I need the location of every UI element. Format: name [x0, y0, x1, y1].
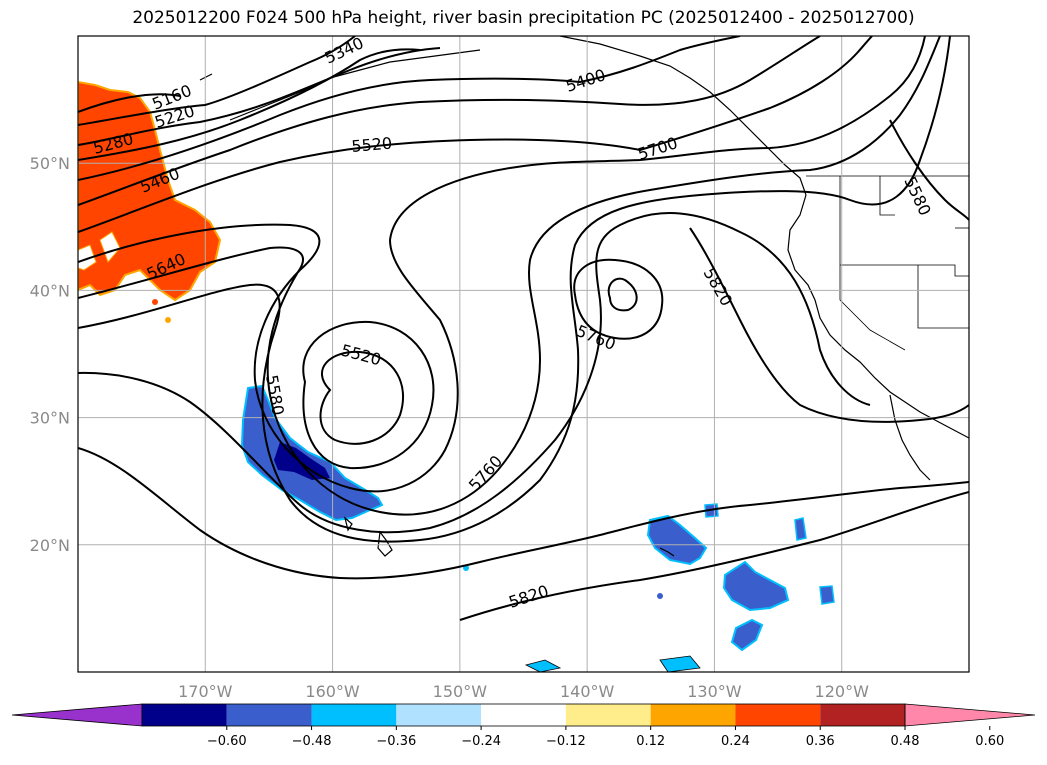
colorbar-frame — [141, 703, 906, 727]
contour-5760-west — [78, 212, 871, 534]
contour-label: 5580 — [900, 174, 934, 219]
longitude-label: 140°W — [560, 682, 615, 701]
contour-5340 — [78, 48, 421, 161]
latitude-labels: 50°N 40°N 30°N 20°N — [30, 154, 70, 555]
contour-label: 5340 — [322, 33, 367, 67]
contour-5220 — [78, 36, 356, 126]
borders — [806, 175, 969, 351]
map-frame — [77, 35, 970, 673]
colorbar-segment — [481, 704, 566, 726]
contour-5160 — [78, 93, 181, 113]
colorbar-segment — [396, 704, 482, 726]
colorbar-segment — [565, 704, 651, 726]
contour-5580-east — [889, 119, 969, 221]
contour-5820-low — [78, 447, 969, 580]
colorbar-tick-label: −0.12 — [546, 734, 586, 749]
negative-precip-region-east — [646, 514, 708, 566]
longitude-label: 150°W — [433, 682, 488, 701]
contour-5580-loop — [78, 36, 926, 493]
colorbar-segment — [820, 704, 905, 726]
latitude-label: 20°N — [30, 536, 70, 555]
contour-5280 — [78, 47, 441, 146]
contour-5580-low-ring — [302, 320, 435, 470]
contour-label: 5700 — [635, 133, 680, 164]
longitude-label: 120°W — [815, 682, 870, 701]
coastlines — [199, 36, 969, 557]
contour-5520-north — [78, 36, 873, 233]
longitude-labels: 170°W 160°W 150°W 140°W 130°W 120°W — [178, 682, 869, 701]
contour-5820-south — [459, 491, 969, 621]
contour-label: 5520 — [351, 134, 393, 156]
colorbar-tick-label: 0.60 — [975, 734, 1004, 749]
contour-label: 5760 — [574, 321, 619, 354]
colorbar-tick-label: 0.12 — [636, 734, 665, 749]
contour-5760-center — [607, 277, 638, 312]
latitude-label: 30°N — [30, 409, 70, 428]
colorbar-tick-label: −0.36 — [376, 734, 416, 749]
colorbar-extend-high — [904, 703, 1036, 727]
colorbar-tick-label: −0.60 — [207, 734, 247, 749]
longitude-label: 170°W — [178, 682, 233, 701]
colorbar-segment — [735, 704, 821, 726]
map-title: 2025012200 F024 500 hPa height, river ba… — [132, 8, 915, 28]
latitude-label: 40°N — [30, 281, 70, 300]
colorbar-tick-label: 0.36 — [806, 734, 835, 749]
contour-5700 — [78, 36, 951, 543]
contour-labels: 5160 5220 5280 5340 5400 5460 5520 5520 … — [91, 33, 935, 612]
colorbar-segment — [142, 704, 227, 726]
contour-5760-ring — [573, 258, 664, 340]
colorbar-segment — [226, 704, 312, 726]
colorbar-segment — [311, 704, 397, 726]
contour-label: 5520 — [339, 341, 383, 370]
height-contours — [78, 36, 969, 621]
contour-5520-low-inner — [319, 350, 405, 445]
colorbar-segment — [650, 704, 736, 726]
contour-label: 5820 — [700, 265, 737, 310]
colorbar: −0.60 −0.48 −0.36 −0.24 −0.12 0.12 0.24 0.36 0.4… — [11, 703, 1036, 749]
contour-5820-inner — [689, 227, 969, 423]
contour-5400 — [78, 36, 741, 181]
contour-label: 5400 — [563, 65, 608, 96]
colorbar-tick-label: 0.48 — [891, 734, 920, 749]
latitude-label: 50°N — [30, 154, 70, 173]
contour-label: 5760 — [465, 452, 506, 495]
contour-5460 — [78, 36, 821, 206]
colorbar-tick-label: −0.24 — [461, 734, 501, 749]
longitude-label: 130°W — [687, 682, 742, 701]
colorbar-tick-label: −0.48 — [292, 734, 332, 749]
longitude-label: 160°W — [305, 682, 360, 701]
colorbar-extend-low — [11, 703, 143, 727]
colorbar-tick-label: 0.24 — [721, 734, 750, 749]
contour-label: 5820 — [506, 581, 551, 612]
contour-5640 — [78, 36, 941, 516]
